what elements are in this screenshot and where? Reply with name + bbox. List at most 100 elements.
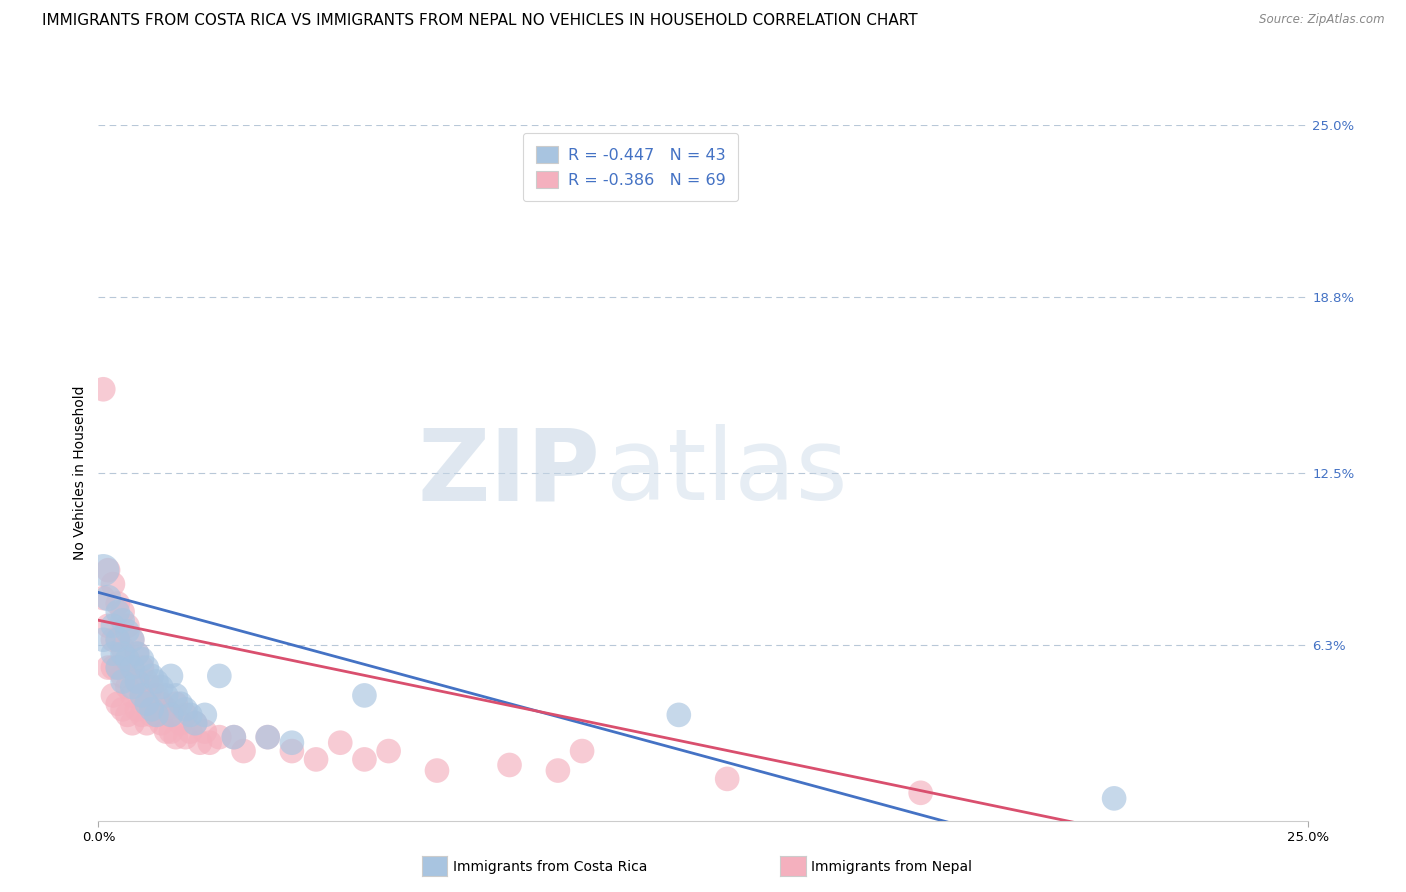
Point (188, 736, 211, 750)
Y-axis label: No Vehicles in Household: No Vehicles in Household (73, 385, 87, 560)
Point (377, 744, 399, 758)
Point (155, 702, 177, 716)
Point (135, 716, 157, 731)
Point (547, 764, 569, 778)
Point (101, 660, 124, 674)
Point (145, 689, 167, 703)
Point (571, 744, 593, 758)
Point (111, 647, 134, 661)
Point (135, 674, 157, 689)
Point (107, 632, 129, 647)
Point (198, 736, 221, 750)
Point (117, 652, 139, 666)
Point (111, 613, 134, 627)
Point (101, 619, 124, 633)
Point (184, 716, 207, 731)
Point (107, 660, 129, 674)
Point (131, 689, 153, 703)
Point (141, 707, 163, 722)
Point (131, 707, 153, 722)
Point (91, 632, 114, 647)
Point (281, 736, 304, 750)
Point (121, 632, 143, 647)
Point (111, 641, 134, 656)
Text: atlas: atlas (606, 425, 848, 521)
Point (141, 702, 163, 716)
Point (165, 689, 187, 703)
Point (150, 697, 173, 711)
Point (179, 707, 201, 722)
Point (150, 716, 173, 731)
Point (107, 660, 129, 674)
Point (141, 669, 163, 683)
Point (165, 730, 187, 744)
Point (208, 669, 231, 683)
Point (121, 680, 143, 694)
Point (145, 674, 167, 689)
Point (97, 591, 120, 605)
Text: Source: ZipAtlas.com: Source: ZipAtlas.com (1260, 13, 1385, 27)
Point (155, 689, 177, 703)
Point (117, 619, 139, 633)
Point (127, 674, 149, 689)
Point (91, 563, 114, 577)
Point (256, 730, 278, 744)
Point (160, 707, 183, 722)
Point (222, 730, 245, 744)
Point (160, 724, 183, 739)
Point (155, 724, 177, 739)
Point (127, 647, 149, 661)
Point (135, 660, 157, 674)
Point (222, 730, 245, 744)
Point (117, 707, 139, 722)
Point (160, 707, 183, 722)
Point (165, 697, 187, 711)
Point (111, 674, 134, 689)
Point (117, 652, 139, 666)
Point (141, 680, 163, 694)
Point (131, 660, 153, 674)
Point (184, 716, 207, 731)
Point (145, 707, 167, 722)
Point (117, 624, 139, 639)
Point (208, 730, 231, 744)
Point (910, 786, 932, 800)
Point (121, 660, 143, 674)
Point (1102, 791, 1125, 805)
Point (107, 697, 129, 711)
Point (232, 744, 254, 758)
Point (135, 697, 157, 711)
Point (101, 689, 124, 703)
Point (169, 697, 191, 711)
Point (174, 730, 197, 744)
Point (107, 632, 129, 647)
Point (121, 716, 143, 731)
Point (668, 707, 690, 722)
Point (127, 647, 149, 661)
Point (426, 764, 449, 778)
Text: ZIP: ZIP (418, 425, 600, 521)
Point (91, 591, 114, 605)
Point (101, 577, 124, 591)
Point (121, 632, 143, 647)
Point (353, 752, 375, 766)
Point (194, 724, 217, 739)
Point (131, 652, 153, 666)
Point (97, 563, 120, 577)
Point (179, 724, 201, 739)
Point (101, 647, 124, 661)
Text: Immigrants from Nepal: Immigrants from Nepal (811, 860, 973, 874)
Point (101, 632, 124, 647)
Point (256, 730, 278, 744)
Point (174, 707, 197, 722)
Point (498, 758, 520, 772)
Point (121, 660, 143, 674)
Point (194, 707, 217, 722)
Point (329, 736, 352, 750)
Text: IMMIGRANTS FROM COSTA RICA VS IMMIGRANTS FROM NEPAL NO VEHICLES IN HOUSEHOLD COR: IMMIGRANTS FROM COSTA RICA VS IMMIGRANTS… (42, 13, 918, 29)
Point (107, 597, 129, 611)
Point (127, 702, 149, 716)
Point (305, 752, 328, 766)
Point (97, 660, 120, 674)
Point (353, 689, 375, 703)
